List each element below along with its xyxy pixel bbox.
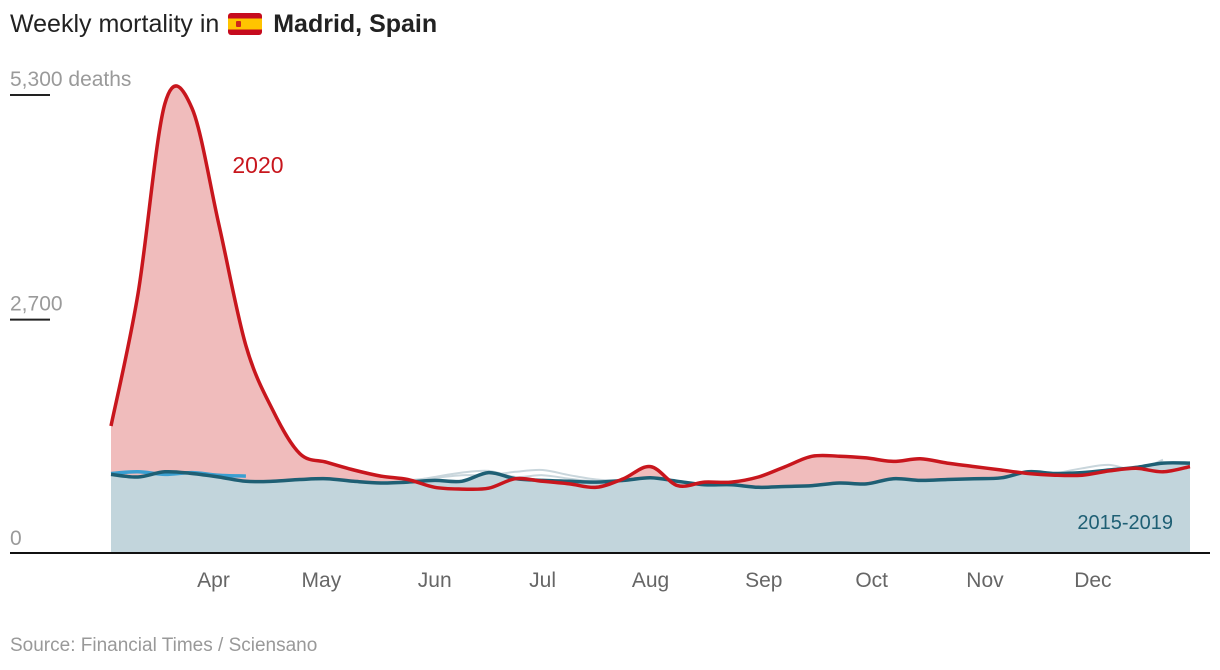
x-tick-label-jul: Jul [529, 569, 556, 592]
series-label-2020: 2020 [232, 152, 283, 178]
x-tick-label-jun: Jun [418, 569, 452, 592]
x-tick-label-apr: Apr [197, 569, 230, 592]
y-tick-label-2: 0 [10, 527, 22, 550]
x-tick-label-dec: Dec [1074, 569, 1111, 592]
x-tick-label-sep: Sep [745, 569, 782, 592]
chart-title: Weekly mortality in Madrid, Spain [10, 10, 437, 39]
y-tick-label-0: 5,300 deaths [10, 68, 131, 91]
title-place: Madrid, Spain [273, 10, 438, 38]
y-tick-label-1: 2,700 [10, 293, 63, 316]
series-label-2015-2019: 2015-2019 [1077, 512, 1173, 534]
x-tick-label-nov: Nov [966, 569, 1004, 592]
title-prefix: Weekly mortality in [10, 10, 220, 38]
x-tick-label-may: May [302, 569, 342, 592]
line-2016 [407, 468, 624, 482]
area-2015-2019 [111, 462, 1190, 553]
source-note: Source: Financial Times / Sciensano [10, 635, 318, 656]
line-2020 [109, 84, 1191, 492]
line-2015-2019 [110, 461, 1191, 490]
x-tick-label-oct: Oct [855, 569, 888, 592]
x-tick-label-aug: Aug [632, 569, 669, 592]
spain-flag-icon [228, 13, 263, 35]
